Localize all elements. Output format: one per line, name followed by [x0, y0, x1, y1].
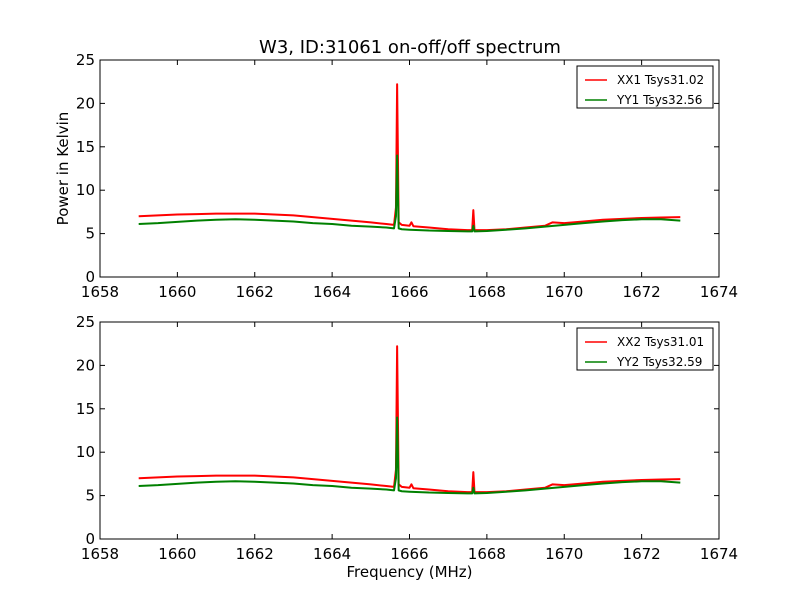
- legend-box: [576, 327, 714, 371]
- x-tick-label: 1662: [236, 283, 274, 301]
- y-tick-label: 0: [85, 530, 95, 548]
- x-tick-label: 1672: [623, 283, 661, 301]
- y-tick-label: 10: [76, 443, 95, 461]
- legend-box: [576, 65, 714, 109]
- x-tick-label: 1664: [313, 283, 351, 301]
- y-tick-label: 25: [76, 313, 95, 331]
- x-tick-label: 1668: [468, 545, 506, 563]
- legend-entry: XX2 Tsys31.01: [617, 335, 704, 349]
- x-tick-label: 1670: [545, 283, 583, 301]
- chart-title: W3, ID:31061 on-off/off spectrum: [259, 37, 561, 58]
- x-tick-label: 1666: [390, 283, 428, 301]
- legend-entry: XX1 Tsys31.02: [617, 73, 704, 87]
- y-tick-label: 20: [76, 94, 95, 112]
- y-tick-label: 5: [85, 225, 95, 243]
- y-tick-label: 10: [76, 181, 95, 199]
- x-tick-label: 1670: [545, 545, 583, 563]
- legend-entry: YY1 Tsys32.56: [616, 93, 702, 107]
- y-tick-label: 15: [76, 400, 95, 418]
- series-line-yy: [138, 416, 681, 495]
- x-tick-label: 1662: [236, 545, 274, 563]
- x-tick-label: 1658: [81, 283, 119, 301]
- x-tick-label: 1658: [81, 545, 119, 563]
- y-tick-label: 20: [76, 356, 95, 374]
- y-axis-label: Power in Kelvin: [54, 112, 72, 226]
- y-tick-label: 0: [85, 268, 95, 286]
- series-line-xx: [138, 345, 681, 494]
- x-tick-label: 1674: [700, 283, 738, 301]
- y-tick-label: 5: [85, 487, 95, 505]
- x-tick-label: 1660: [158, 283, 196, 301]
- y-tick-label: 15: [76, 138, 95, 156]
- top-panel: 1658 1660 1662 1664 1666 1668 1670 1672 1674 0 5 10…: [54, 51, 738, 301]
- bottom-panel: 1658 1660 1662 1664 1666 1668 1670 1672 1674 0 5 10…: [76, 313, 738, 581]
- x-tick-label: 1672: [623, 545, 661, 563]
- x-tick-label: 1668: [468, 283, 506, 301]
- y-tick-label: 25: [76, 51, 95, 69]
- x-tick-label: 1674: [700, 545, 738, 563]
- legend: XX2 Tsys31.01 YY2 Tsys32.59: [576, 327, 714, 371]
- legend: XX1 Tsys31.02 YY1 Tsys32.56: [576, 65, 714, 109]
- legend-entry: YY2 Tsys32.59: [616, 355, 702, 369]
- x-axis-label: Frequency (MHz): [346, 563, 472, 581]
- series-line-yy: [138, 154, 681, 233]
- x-tick-label: 1664: [313, 545, 351, 563]
- x-tick-label: 1666: [390, 545, 428, 563]
- x-tick-label: 1660: [158, 545, 196, 563]
- series-line-xx: [138, 83, 681, 232]
